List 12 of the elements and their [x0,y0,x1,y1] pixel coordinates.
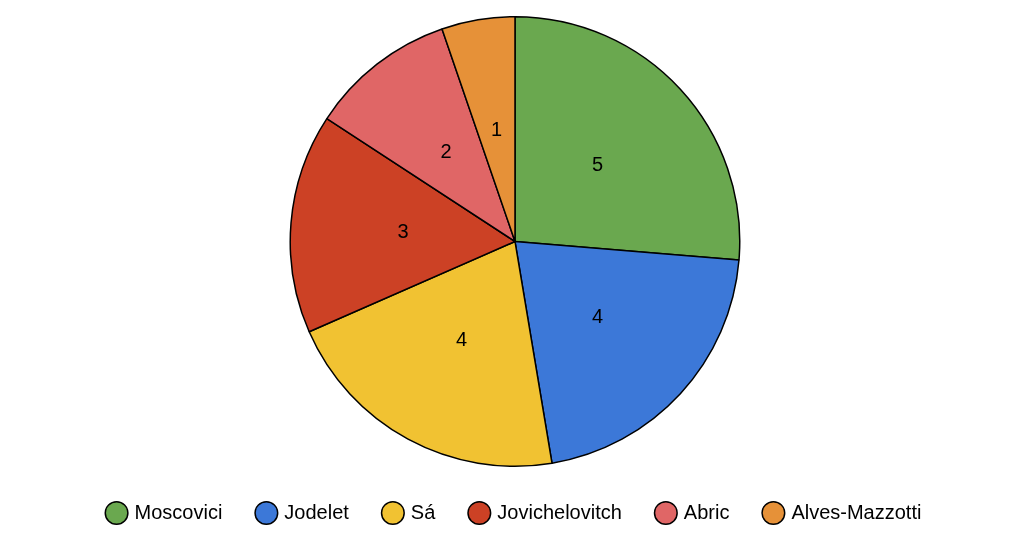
legend-label: Moscovici [134,500,223,523]
data-label: 5 [592,152,604,175]
legend-label: Jovichelovitch [497,500,622,523]
legend-label: Abric [683,500,730,523]
data-label: 2 [440,140,452,163]
legend-label: Sá [410,500,437,523]
data-label: 1 [490,118,503,141]
legend-label: Jodelet [284,500,350,523]
data-label: 3 [397,219,409,242]
data-label: 4 [592,305,604,328]
data-label: 4 [455,327,468,350]
legend-label: Alves-Mazzotti [791,500,922,523]
